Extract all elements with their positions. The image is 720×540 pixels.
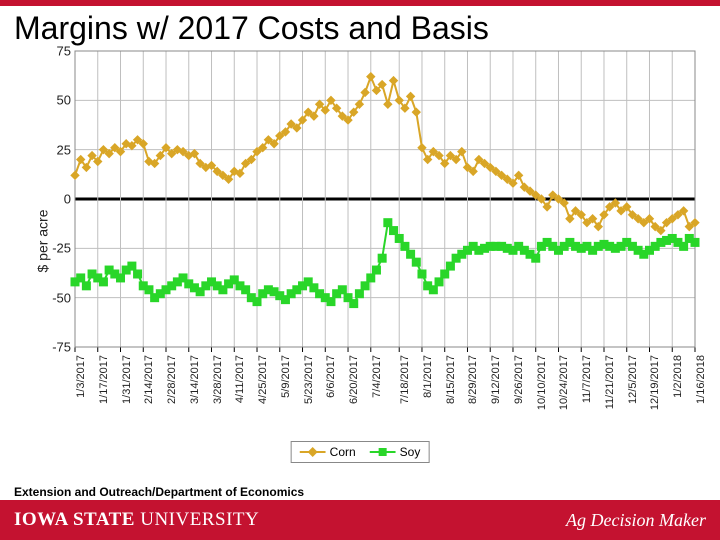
footer-subline: Extension and Outreach/Department of Eco… xyxy=(14,485,304,499)
legend-item-soy: Soy xyxy=(370,445,421,459)
legend-item-corn: Corn xyxy=(300,445,356,459)
slide-title: Margins w/ 2017 Costs and Basis xyxy=(0,6,720,47)
footer-bar: IOWA STATE UNIVERSITY Ag Decision Maker xyxy=(0,500,720,540)
university-name: IOWA STATE UNIVERSITY xyxy=(14,509,259,531)
ag-decision-maker: Ag Decision Maker xyxy=(566,510,706,531)
legend: Corn Soy xyxy=(291,441,430,463)
legend-label: Soy xyxy=(400,445,421,459)
chart-area: $ per acre Corn Soy -75-50-2502550751/3/… xyxy=(15,47,705,435)
legend-label: Corn xyxy=(330,445,356,459)
